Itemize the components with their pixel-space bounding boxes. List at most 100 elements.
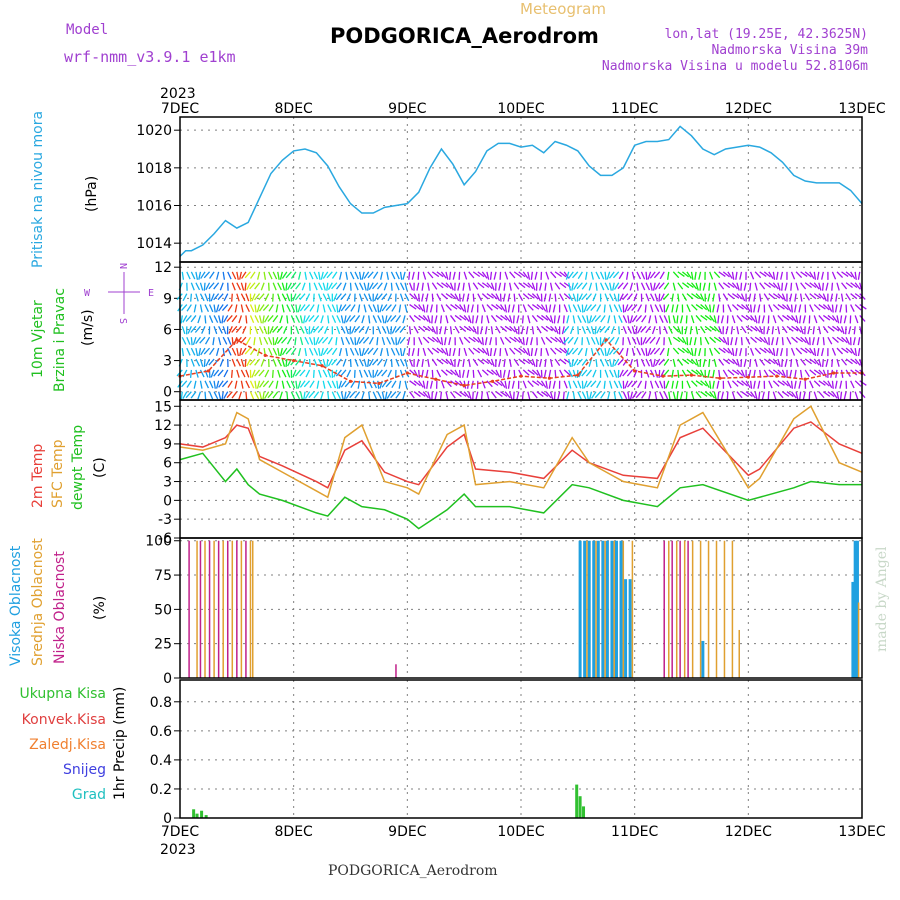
wind-barb [502,369,506,378]
wind-barb [695,304,704,310]
wind-barb [713,315,717,324]
wind-barb [663,282,670,290]
cloud-bar [691,540,694,678]
wind-barb [727,358,735,365]
wind-barb [376,369,383,377]
wind-barb [381,369,388,377]
cloud-bar [613,540,615,678]
wind-barb [802,391,806,400]
wind-barb [548,293,552,302]
wind-barb [286,293,291,302]
wind-barb [254,358,261,366]
wind-barb [572,304,578,312]
wind-barb [271,369,274,378]
wind-speed-point [292,358,296,363]
wind-speed-point [576,373,580,377]
date-tick-label: 8DEC [275,101,314,117]
wind-barb [709,271,714,280]
wind-barb [645,282,651,291]
cloud-bar [857,602,860,678]
wind-barb [825,282,829,291]
wind-barb [190,358,195,367]
wind-barb [781,358,784,368]
wind-barb [246,282,252,291]
wind-barb [599,282,605,291]
wind-barb [340,304,347,312]
wind-barb [727,347,733,356]
wind-barb [581,282,588,290]
wind-barb [495,293,501,302]
wind-barb [563,337,566,346]
model-name: wrf-nmm_v3.9.1 e1km [64,48,236,66]
wind-barb [218,391,222,400]
wind-barb [504,325,513,332]
wind-barb [631,326,636,335]
wind-barb [285,282,288,291]
wind-barb [713,282,717,291]
wind-barb [572,369,577,378]
wind-barb [281,369,287,378]
wind-barb [581,315,587,323]
wind-barb [244,358,247,368]
wind-barb [445,304,452,311]
wind-barb [782,391,790,397]
wind-barb [199,358,204,367]
wind-barb [418,314,426,321]
wind-barb [281,347,288,356]
wind-barb [584,271,588,280]
wind-barb [215,347,220,357]
wind-barb [213,326,218,335]
wind-barb [285,271,292,279]
wind-barb [527,380,534,388]
wind-barb [550,271,557,279]
wind-barb [845,347,853,354]
wind-barb [181,336,187,345]
wind-barb [581,391,587,400]
wind-barb [223,369,229,378]
wind-barb [283,326,288,334]
wind-barb [277,358,282,367]
wind-barb [809,293,817,300]
wind-barb [718,271,726,277]
wind-barb [522,358,531,365]
wind-barb [749,380,753,389]
wind-barb [686,347,692,356]
wind-barb [731,315,736,324]
wind-barb [413,380,421,387]
wind-barb [299,315,303,324]
wind-barb [391,380,397,388]
wind-barb [358,336,365,344]
wind-barb [608,271,615,279]
wind-barb [522,293,530,300]
wind-barb [772,358,779,366]
wind-barb [340,391,344,400]
wind-barb [512,315,515,324]
wind-barb [277,348,280,357]
wind-barb [827,391,835,398]
wind-barb [527,293,535,299]
cloud-bar [395,664,397,678]
wind-barb [790,282,793,291]
wind-barb [466,293,470,302]
wind-barb [249,282,256,290]
wind-barb [409,315,415,323]
wind-barb [436,336,442,345]
wind-barb [563,271,570,279]
date-tick-label: 12DEC [725,101,772,117]
wind-barb [318,293,322,302]
wind-barb [825,358,829,367]
wind-barb [536,325,542,334]
wind-barb [294,337,297,346]
wind-barb [504,391,511,399]
wind-barb [786,314,794,321]
wind-barb [240,304,244,313]
wind-barb [704,325,712,332]
wind-barb [518,336,524,345]
wind-barb [836,358,840,367]
cloud-bar [604,540,606,678]
wind-barb [227,336,232,345]
wind-barb [186,336,191,345]
wind-barb [249,271,256,279]
wind-barb [718,336,726,344]
wind-barb [813,369,822,375]
